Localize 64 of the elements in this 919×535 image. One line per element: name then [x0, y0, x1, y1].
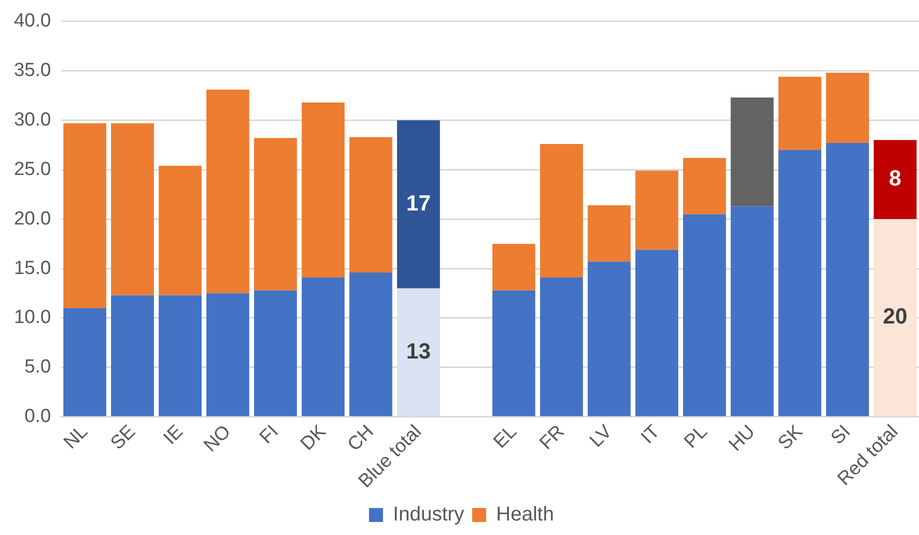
y-tick-label: 15.0	[14, 258, 51, 279]
bar	[206, 90, 250, 294]
y-tick-label: 40.0	[14, 10, 51, 32]
bar	[492, 244, 536, 290]
bar	[540, 277, 583, 416]
bar	[826, 143, 869, 416]
bar	[302, 277, 345, 416]
y-tick-label: 35.0	[14, 60, 51, 82]
bar	[349, 137, 392, 273]
bar	[492, 290, 536, 416]
x-tick-label: IT	[637, 421, 664, 448]
x-tick-label: EL	[490, 421, 522, 453]
bar	[397, 288, 440, 416]
bar	[683, 158, 726, 214]
y-tick-label: 30.0	[14, 110, 51, 130]
bar	[540, 144, 583, 278]
bar	[397, 120, 440, 288]
y-tick-label: 25.0	[14, 158, 51, 180]
x-tick-label: SI	[827, 421, 855, 449]
bar	[683, 214, 726, 416]
bar	[254, 290, 297, 416]
bar	[63, 123, 106, 308]
legend-label: Health	[496, 504, 554, 526]
bar	[111, 123, 154, 296]
bar	[588, 262, 631, 416]
x-tick-label: NL	[60, 421, 92, 454]
bar	[730, 206, 774, 416]
bar	[302, 102, 345, 278]
y-tick-label: 10.0	[14, 307, 51, 328]
bar	[778, 150, 822, 416]
bar	[111, 295, 154, 416]
y-tick-label: 20.0	[14, 208, 51, 230]
data-label: 17	[406, 190, 431, 216]
x-tick-label: NO	[200, 421, 236, 456]
y-tick-label: 0.0	[24, 406, 51, 428]
bar	[158, 166, 202, 296]
legend-label: Industry	[393, 504, 464, 526]
bar	[349, 272, 392, 416]
bar	[730, 98, 774, 206]
x-tick-label: FI	[256, 421, 283, 448]
bar	[254, 138, 297, 290]
data-label: 8	[889, 166, 902, 191]
x-tick-label: CH	[344, 421, 378, 456]
x-tick-label: PL	[680, 421, 712, 453]
bar	[635, 170, 678, 250]
bar	[206, 293, 250, 416]
bar	[63, 308, 106, 416]
data-label: 20	[882, 304, 908, 329]
bar	[588, 205, 631, 262]
x-tick-label: IE	[160, 421, 188, 449]
bar	[158, 295, 202, 416]
x-tick-label: HU	[725, 421, 760, 456]
x-tick-label: SE	[106, 421, 140, 454]
x-tick-label: LV	[586, 421, 617, 452]
y-tick-label: 5.0	[24, 356, 51, 378]
bar	[826, 72, 869, 144]
bar	[874, 219, 917, 416]
x-tick-label: FR	[536, 421, 569, 454]
bar	[874, 140, 917, 220]
bar	[635, 250, 678, 416]
bar	[778, 76, 822, 150]
x-tick-label: DK	[296, 421, 331, 455]
x-tick-label: SK	[774, 421, 808, 454]
data-label: 13	[406, 338, 431, 364]
